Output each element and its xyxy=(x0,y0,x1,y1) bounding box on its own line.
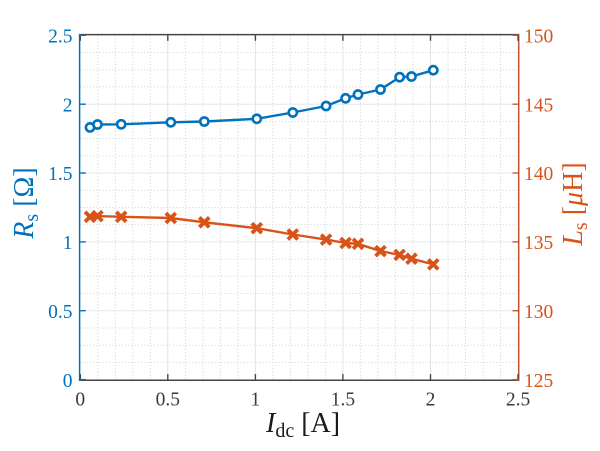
svg-text:Idc [A]: Idc [A] xyxy=(265,408,340,442)
svg-text:1.5: 1.5 xyxy=(48,164,72,185)
svg-text:0.5: 0.5 xyxy=(48,302,72,323)
svg-text:145: 145 xyxy=(524,95,553,116)
svg-text:135: 135 xyxy=(524,233,553,254)
svg-text:1: 1 xyxy=(63,233,73,254)
svg-text:0: 0 xyxy=(75,390,85,411)
svg-text:140: 140 xyxy=(524,164,553,185)
svg-text:2.5: 2.5 xyxy=(48,27,72,48)
svg-text:0.5: 0.5 xyxy=(156,390,180,411)
svg-text:1.5: 1.5 xyxy=(331,390,355,411)
svg-text:2: 2 xyxy=(426,390,436,411)
svg-text:125: 125 xyxy=(524,371,553,392)
svg-text:Rs [Ω]: Rs [Ω] xyxy=(9,167,43,239)
svg-text:2.5: 2.5 xyxy=(506,390,530,411)
svg-text:150: 150 xyxy=(524,27,553,48)
svg-text:0: 0 xyxy=(63,371,73,392)
svg-text:2: 2 xyxy=(63,95,73,116)
svg-text:Ls [μH]: Ls [μH] xyxy=(558,162,592,246)
svg-text:1: 1 xyxy=(251,390,261,411)
svg-text:130: 130 xyxy=(524,302,553,323)
